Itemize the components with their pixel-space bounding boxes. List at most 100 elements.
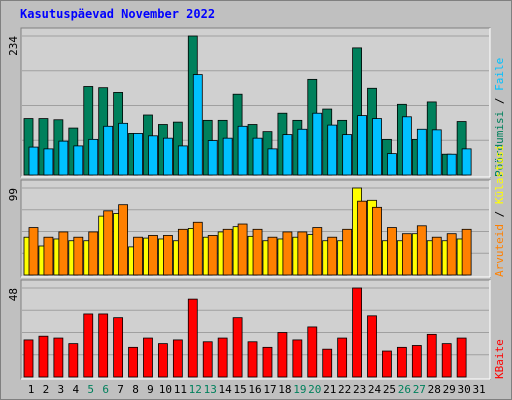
x-tick-label: 2 — [43, 383, 50, 396]
legend: Arvuteid / Külastusi — [493, 145, 506, 277]
bar — [461, 148, 472, 176]
bar — [247, 341, 258, 378]
bar — [401, 116, 412, 176]
bar — [192, 74, 203, 176]
bar — [342, 134, 353, 176]
bar — [327, 236, 338, 276]
bar — [297, 128, 308, 176]
x-tick-label: 31 — [472, 383, 485, 396]
x-tick-label: 19 — [293, 383, 306, 396]
bar — [267, 148, 278, 176]
bar — [28, 146, 39, 176]
bar — [357, 200, 367, 276]
x-tick-label: 15 — [233, 383, 246, 396]
x-tick-label: 22 — [338, 383, 351, 396]
bar — [267, 236, 278, 276]
bar — [163, 235, 173, 276]
bar — [372, 206, 382, 276]
x-tick-label: 7 — [117, 383, 124, 396]
x-tick-label: 17 — [263, 383, 276, 396]
bar — [307, 326, 318, 378]
bar — [372, 118, 382, 176]
bar — [38, 118, 49, 176]
bar — [252, 137, 263, 176]
bar — [207, 140, 218, 176]
bar — [431, 129, 442, 176]
bar — [158, 343, 168, 378]
bar — [143, 337, 153, 378]
x-tick-label: 30 — [458, 383, 471, 396]
x-tick-label: 23 — [353, 383, 366, 396]
bar — [83, 313, 94, 378]
x-tick-label: 6 — [102, 383, 109, 396]
x-tick-label: 21 — [323, 383, 336, 396]
bar — [416, 128, 427, 176]
bar — [73, 145, 84, 176]
bar — [58, 140, 69, 176]
bar — [327, 124, 338, 176]
bar — [43, 236, 54, 276]
bar — [312, 227, 323, 276]
bar — [103, 210, 114, 276]
bar — [148, 135, 158, 176]
bar — [312, 112, 323, 176]
legend-entry: KBaite — [493, 339, 506, 379]
legend-entry: Pöördumisi — [493, 111, 506, 177]
x-tick-label: 25 — [383, 383, 396, 396]
bar — [83, 86, 94, 176]
x-tick-label: 9 — [147, 383, 154, 396]
bar — [133, 133, 143, 176]
bar — [352, 287, 362, 378]
bar — [387, 227, 397, 276]
bar — [187, 298, 198, 378]
bar — [237, 125, 248, 176]
bar — [217, 337, 228, 378]
bar — [103, 125, 114, 176]
x-tick-label: 3 — [58, 383, 65, 396]
x-tick-label: 16 — [248, 383, 261, 396]
legend-entry: Arvuteid — [493, 224, 506, 277]
bar — [342, 228, 353, 276]
bar — [446, 233, 457, 276]
bar — [68, 343, 79, 378]
bar — [177, 145, 188, 176]
x-tick-label: 1 — [28, 383, 35, 396]
x-tick-label: 28 — [428, 383, 441, 396]
x-tick-label: 13 — [204, 383, 217, 396]
bar — [382, 350, 392, 378]
bar — [28, 227, 39, 276]
bar — [38, 335, 49, 378]
bar — [297, 231, 308, 276]
x-tick-label: 11 — [174, 383, 187, 396]
bar — [441, 343, 452, 378]
legend-entry: Faile — [493, 58, 506, 91]
bar — [456, 337, 467, 378]
x-tick-label: 8 — [132, 383, 139, 396]
x-tick-label: 18 — [278, 383, 291, 396]
bar — [207, 235, 218, 276]
x-tick-label: 20 — [308, 383, 321, 396]
bar — [252, 228, 263, 276]
bar — [172, 339, 183, 378]
x-tick-label: 10 — [159, 383, 172, 396]
bar — [277, 332, 288, 378]
bar — [456, 121, 467, 176]
legend-separator: / — [493, 204, 506, 224]
bar — [262, 346, 273, 378]
x-tick-label: 24 — [368, 383, 382, 396]
bar — [461, 228, 472, 276]
x-tick-label: 4 — [72, 383, 79, 396]
bar — [411, 345, 422, 378]
bar — [222, 137, 233, 176]
x-tick-label: 14 — [219, 383, 233, 396]
bar — [282, 134, 293, 176]
x-tick-label: 27 — [413, 383, 426, 396]
bar — [113, 317, 124, 378]
bar — [202, 341, 213, 378]
bar — [128, 346, 138, 378]
bar — [426, 333, 437, 378]
legend: Pöördumisi / Faile — [493, 58, 506, 177]
bar — [98, 313, 109, 378]
bar — [337, 337, 348, 378]
